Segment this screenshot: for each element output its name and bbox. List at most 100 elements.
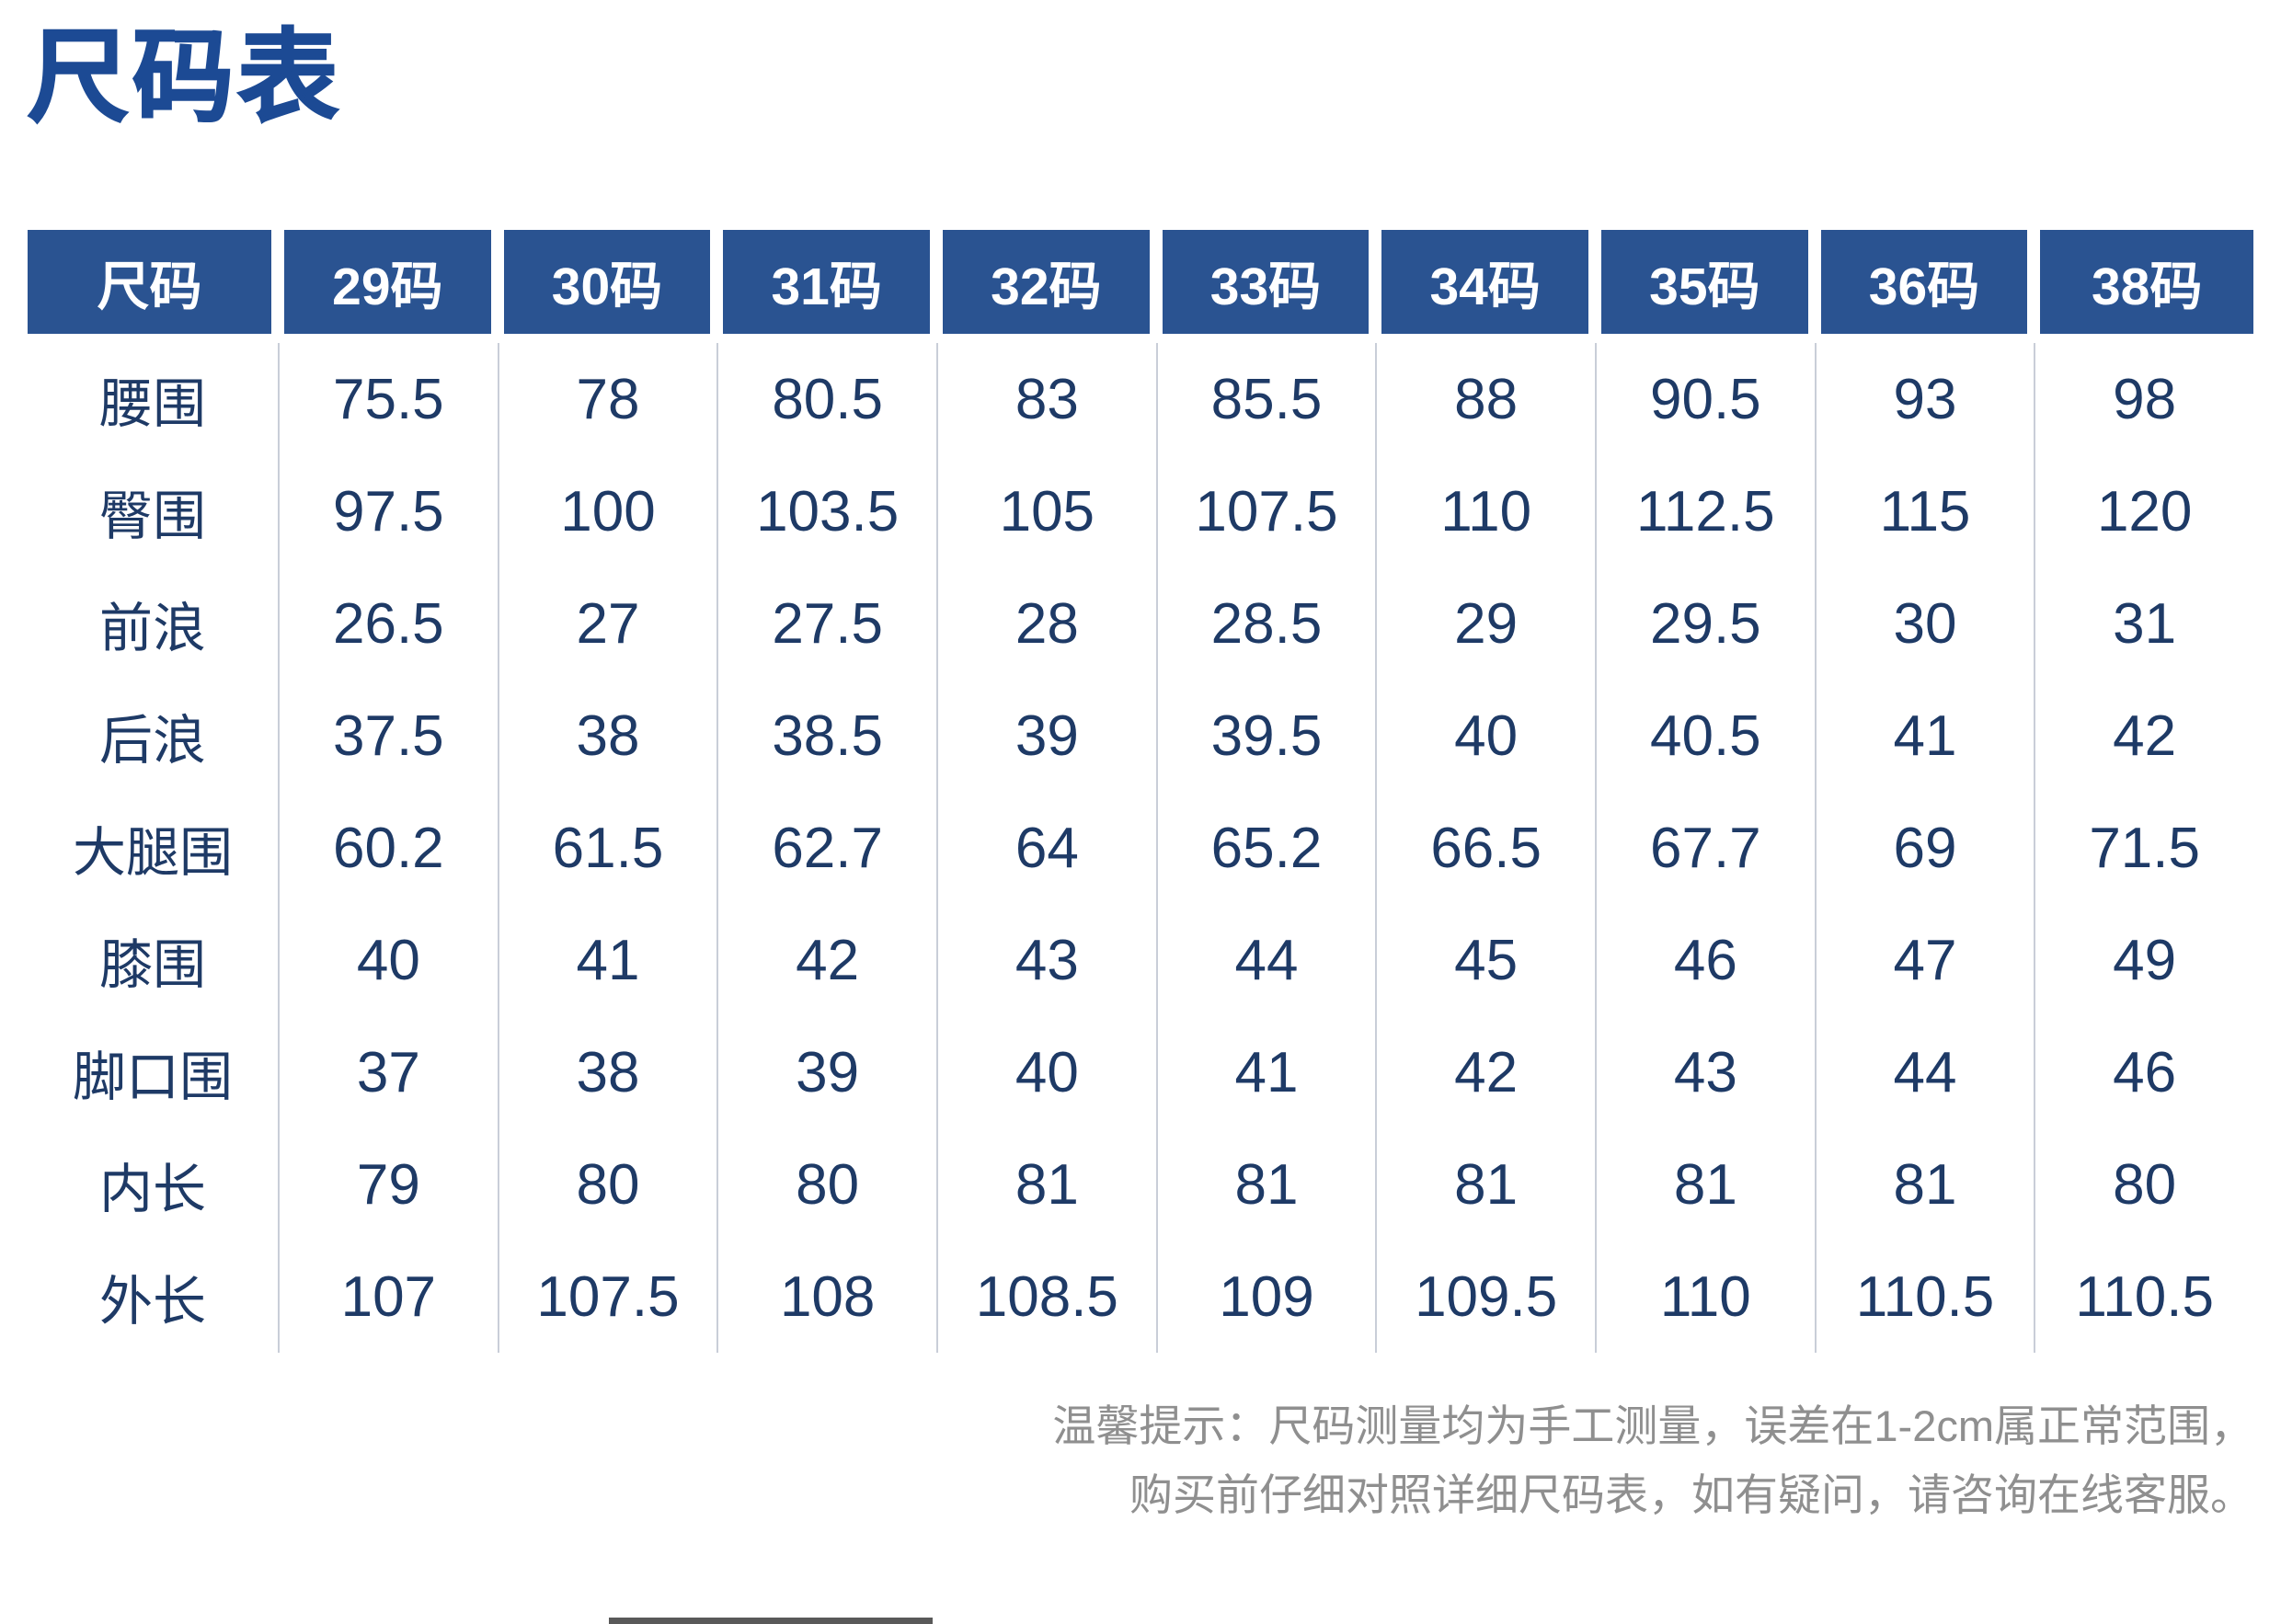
measurement-value: 120 <box>2034 455 2253 567</box>
measurement-value: 38 <box>497 1016 717 1128</box>
header-cell-size: 32码 <box>943 230 1150 334</box>
measurement-value: 67.7 <box>1595 792 1815 904</box>
measurement-value: 93 <box>1814 343 2035 455</box>
measurement-value: 105 <box>936 455 1156 567</box>
row-label: 臀围 <box>98 486 206 546</box>
measurement-value: 110 <box>1375 455 1595 567</box>
measurement-value: 81 <box>1375 1128 1595 1241</box>
measurement-value: 110.5 <box>2034 1241 2253 1353</box>
measurement-value: 98 <box>2034 343 2253 455</box>
measurement-value: 27.5 <box>716 567 936 680</box>
measurement-value: 38.5 <box>716 680 936 792</box>
measurement-value: 26.5 <box>278 567 498 680</box>
measurement-value: 90.5 <box>1595 343 1815 455</box>
measurement-value: 107.5 <box>497 1241 717 1353</box>
row-label: 前浪 <box>98 599 206 658</box>
measurement-value: 75.5 <box>278 343 498 455</box>
header-cell-size: 31码 <box>723 230 930 334</box>
measurement-value: 81 <box>1595 1128 1815 1241</box>
header-cell-size: 35码 <box>1601 230 1808 334</box>
measurement-value: 29.5 <box>1595 567 1815 680</box>
measurement-value: 41 <box>497 904 717 1016</box>
measurement-value: 37 <box>278 1016 498 1128</box>
measurement-value: 47 <box>1814 904 2035 1016</box>
header-cell-size: 30码 <box>503 230 711 334</box>
measurement-value: 65.2 <box>1155 792 1376 904</box>
header-cell-size: 34码 <box>1381 230 1588 334</box>
measurement-value: 44 <box>1155 904 1376 1016</box>
row-label: 外长 <box>98 1272 206 1332</box>
measurement-value: 29 <box>1375 567 1595 680</box>
measurement-value: 27 <box>497 567 717 680</box>
measurement-value: 39 <box>936 680 1156 792</box>
measurement-value: 42 <box>716 904 936 1016</box>
measurement-value: 112.5 <box>1595 455 1815 567</box>
row-label: 腰围 <box>98 374 206 434</box>
measurement-value: 110.5 <box>1814 1241 2035 1353</box>
page-title: 尺码表 <box>27 21 342 134</box>
header-cell-label: 尺码 <box>28 230 271 334</box>
measurement-value: 81 <box>1155 1128 1376 1241</box>
measurement-value: 115 <box>1814 455 2035 567</box>
measurement-value: 100 <box>497 455 717 567</box>
measurement-value: 66.5 <box>1375 792 1595 904</box>
measurement-value: 45 <box>1375 904 1595 1016</box>
measurement-value: 81 <box>1814 1128 2035 1241</box>
measurement-value: 28 <box>936 567 1156 680</box>
measurement-value: 43 <box>936 904 1156 1016</box>
measurement-value: 107 <box>278 1241 498 1353</box>
measurement-note: 温馨提示：尺码测量均为手工测量，误差在1-2cm属正常范围， 购买前仔细对照详细… <box>0 1391 2253 1529</box>
measurement-value: 62.7 <box>716 792 936 904</box>
measurement-value: 64 <box>936 792 1156 904</box>
measurement-value: 88 <box>1375 343 1595 455</box>
measurement-value: 69 <box>1814 792 2035 904</box>
cropped-next-section-artifact <box>609 1618 933 1624</box>
measurement-value: 44 <box>1814 1016 2035 1128</box>
measurement-value: 40 <box>278 904 498 1016</box>
measurement-value: 80 <box>2034 1128 2253 1241</box>
measurement-value: 39.5 <box>1155 680 1376 792</box>
row-label: 大腿围 <box>72 823 233 883</box>
header-cell-size: 36码 <box>1820 230 2028 334</box>
measurement-value: 81 <box>936 1128 1156 1241</box>
row-label: 脚口围 <box>72 1047 233 1107</box>
measurement-value: 40 <box>1375 680 1595 792</box>
measurement-value: 41 <box>1814 680 2035 792</box>
measurement-value: 80.5 <box>716 343 936 455</box>
size-table: 尺码 29码 30码 31码 32码 33码 34码 35码 36码 38码 腰围 75.5 78 80… <box>28 230 2253 1353</box>
measurement-value: 80 <box>497 1128 717 1241</box>
measurement-value: 31 <box>2034 567 2253 680</box>
measurement-value: 83 <box>936 343 1156 455</box>
measurement-value: 61.5 <box>497 792 717 904</box>
header-cell-size: 38码 <box>2040 230 2253 334</box>
row-label: 膝围 <box>98 935 206 995</box>
measurement-value: 80 <box>716 1128 936 1241</box>
row-label: 内长 <box>98 1160 206 1219</box>
header-cell-size: 33码 <box>1162 230 1370 334</box>
measurement-value: 108 <box>716 1241 936 1353</box>
measurement-value: 46 <box>2034 1016 2253 1128</box>
measurement-value: 39 <box>716 1016 936 1128</box>
note-line-1: 温馨提示：尺码测量均为手工测量，误差在1-2cm属正常范围， <box>1052 1401 2253 1450</box>
measurement-value: 42 <box>2034 680 2253 792</box>
measurement-value: 97.5 <box>278 455 498 567</box>
table-header-row: 尺码 29码 30码 31码 32码 33码 34码 35码 36码 38码 <box>28 230 2253 334</box>
measurement-value: 49 <box>2034 904 2253 1016</box>
measurement-value: 30 <box>1814 567 2035 680</box>
measurement-value: 109 <box>1155 1241 1376 1353</box>
row-label: 后浪 <box>98 711 206 771</box>
measurement-value: 85.5 <box>1155 343 1376 455</box>
measurement-value: 40 <box>936 1016 1156 1128</box>
note-line-2: 购买前仔细对照详细尺码表，如有疑问，请咨询在线客服。 <box>1129 1470 2253 1520</box>
measurement-value: 71.5 <box>2034 792 2253 904</box>
table-body: 腰围 75.5 78 80.5 83 85.5 88 90.5 93 98 臀围 97.5 100 103… <box>28 343 2253 1353</box>
measurement-value: 41 <box>1155 1016 1376 1128</box>
measurement-value: 42 <box>1375 1016 1595 1128</box>
measurement-value: 46 <box>1595 904 1815 1016</box>
measurement-value: 37.5 <box>278 680 498 792</box>
measurement-value: 38 <box>497 680 717 792</box>
header-cell-size: 29码 <box>284 230 491 334</box>
measurement-value: 108.5 <box>936 1241 1156 1353</box>
measurement-value: 103.5 <box>716 455 936 567</box>
measurement-value: 79 <box>278 1128 498 1241</box>
